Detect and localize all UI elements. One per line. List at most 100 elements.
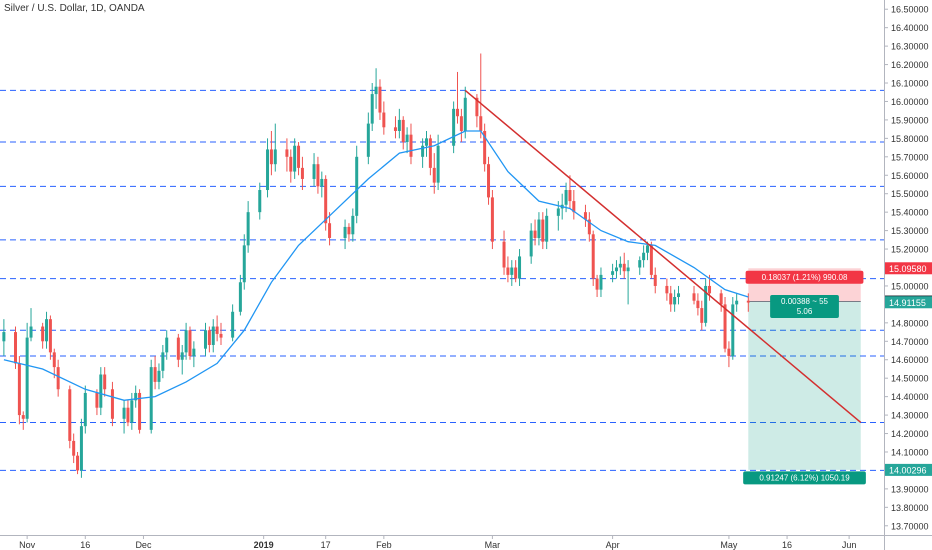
candle [246, 201, 250, 253]
trendline-layer[interactable] [464, 89, 862, 424]
time-tick-label: 16 [782, 540, 792, 550]
candle [99, 367, 103, 416]
target-label: 0.91247 (6.12%) 1050.19 [743, 471, 866, 485]
price-tick-label: 14.40000 [891, 392, 929, 402]
candle [343, 219, 347, 250]
candle-body [355, 156, 359, 216]
price-tag-label: 14.91155 [889, 298, 926, 308]
candle-body [591, 234, 595, 279]
candle-body [479, 116, 483, 131]
candle-body [409, 134, 413, 157]
candle-body [324, 178, 328, 224]
entry-label-box [770, 295, 839, 319]
candle [184, 322, 188, 360]
candle-body [122, 407, 126, 419]
candle-body [48, 319, 52, 353]
candle [382, 101, 386, 135]
candle-body [68, 389, 72, 441]
price-tick-label: 15.00000 [891, 281, 929, 291]
candle [351, 208, 355, 242]
candle-body [452, 108, 456, 146]
candles-layer [2, 53, 750, 478]
candle [518, 249, 522, 286]
candle-body [541, 219, 545, 242]
price-tick-label: 16.00000 [891, 97, 929, 107]
candle [258, 182, 262, 220]
price-tick-label: 13.80000 [891, 503, 929, 513]
candle-body [587, 219, 591, 235]
candle-body [238, 282, 242, 312]
entry-label-text: 5.06 [797, 307, 813, 316]
candle [568, 175, 572, 209]
candle [599, 267, 603, 298]
candle-body [696, 300, 700, 309]
candle-body [735, 300, 739, 305]
candle-body [421, 145, 425, 157]
candle-body [285, 149, 289, 157]
candle [409, 123, 413, 165]
candle [297, 142, 301, 176]
candle [401, 116, 405, 150]
candle-body [103, 374, 107, 390]
candle [374, 68, 378, 109]
candle-body [727, 348, 731, 357]
candle-body [266, 149, 270, 191]
price-axis[interactable]: 16.50000 16.40000 16.30000 16.20000 16.10000… [884, 0, 929, 550]
time-axis[interactable]: Nov 16 Dec 2019 17 Feb Mar Apr May 16 Jun [0, 535, 932, 550]
candle-body [518, 256, 522, 279]
time-tick-label: May [720, 540, 738, 550]
candle [533, 219, 537, 246]
candle [180, 344, 184, 375]
candle-body [723, 304, 727, 349]
candle-body [211, 326, 215, 345]
candle-body [343, 226, 347, 238]
candle [490, 190, 494, 250]
candle [572, 190, 576, 220]
candle-body [184, 330, 188, 353]
candle-body [153, 367, 157, 382]
candle [421, 138, 425, 168]
candle [312, 153, 316, 187]
price-tag-box [885, 296, 932, 309]
price-tick-label: 16.20000 [891, 60, 929, 70]
candle [393, 116, 397, 139]
candle-body [347, 226, 351, 235]
candle-body [161, 352, 165, 371]
time-tick-label: Jun [842, 540, 857, 550]
target-label-text: 0.91247 (6.12%) 1050.19 [759, 473, 850, 482]
candle [595, 274, 599, 298]
stop-label-box [745, 270, 864, 284]
candle [653, 267, 657, 294]
candle [122, 400, 126, 434]
candle [17, 356, 21, 425]
time-tick-label: Feb [376, 540, 392, 550]
moving-average-layer [3, 130, 749, 401]
candle-body [269, 149, 273, 165]
candle [727, 341, 731, 368]
time-tick-label: 17 [321, 540, 331, 550]
candle [405, 127, 409, 154]
candle [320, 171, 324, 198]
candle-body [25, 337, 29, 419]
price-tag-label: 15.09580 [889, 264, 927, 274]
candle [424, 130, 428, 157]
price-tick-label: 15.30000 [891, 226, 929, 236]
candle-body [382, 112, 386, 128]
candle-body [642, 252, 646, 261]
candle-body [45, 319, 49, 342]
price-tick-label: 16.50000 [891, 5, 929, 15]
time-tick-label: Apr [606, 540, 620, 550]
candle [52, 348, 56, 379]
candle [266, 138, 270, 198]
candle-body [626, 267, 630, 272]
stop-label-text: 0.18037 (1.21%) 990.08 [762, 273, 848, 282]
candle [134, 385, 138, 408]
price-tick-label: 13.70000 [891, 521, 929, 531]
candle-body [72, 440, 76, 456]
candle [273, 123, 277, 172]
candle [130, 392, 134, 430]
candle-body [130, 400, 134, 423]
price-tick-label: 15.40000 [891, 208, 929, 218]
time-tick-label: Nov [19, 540, 36, 550]
